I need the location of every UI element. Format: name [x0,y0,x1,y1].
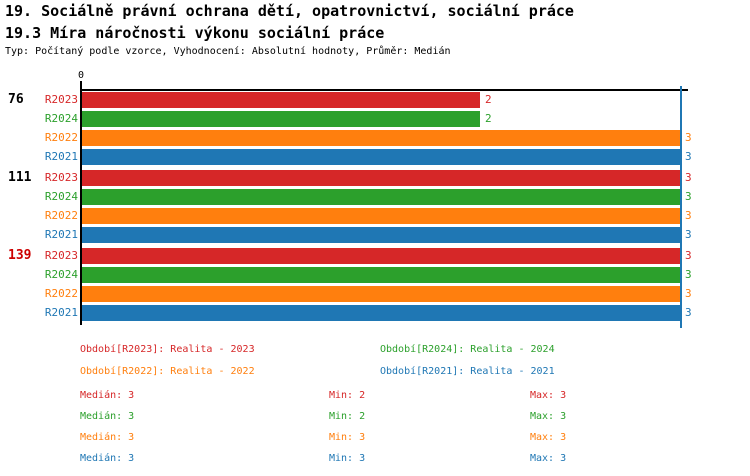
stat-max-R2023: Max: 3 [530,390,567,401]
bar-76-R2021 [82,149,680,165]
bar-139-R2021 [82,305,680,321]
bar-111-R2021 [82,227,680,243]
stat-min-R2023: Min: 2 [329,390,366,401]
series-label-76-R2024: R2024 [44,112,78,125]
legend-item-R2021: Období[R2021]: Realita - 2021 [380,366,555,377]
group-label-139: 139 [8,248,32,263]
max-value-marker-line [680,86,682,328]
series-label-139-R2022: R2022 [44,287,78,300]
bar-111-R2022 [82,208,680,224]
stat-min-R2021: Min: 3 [329,453,366,464]
series-label-111-R2021: R2021 [44,228,78,241]
group-label-111: 111 [8,170,32,185]
legend-item-R2024: Období[R2024]: Realita - 2024 [380,344,555,355]
stat-median-R2022: Medián: 3 [80,432,135,443]
bar-value-label-76-R2021: 3 [685,150,692,163]
bar-111-R2024 [82,189,680,205]
stat-min-R2022: Min: 3 [329,432,366,443]
stat-median-R2021: Medián: 3 [80,453,135,464]
bar-139-R2024 [82,267,680,283]
stat-min-R2024: Min: 2 [329,411,366,422]
bar-111-R2023 [82,170,680,186]
page-title: 19. Sociálně právní ochrana dětí, opatro… [5,2,574,20]
bar-value-label-111-R2022: 3 [685,209,692,222]
y-axis-line [80,89,82,325]
series-label-76-R2022: R2022 [44,131,78,144]
bar-76-R2022 [82,130,680,146]
legend-item-R2022: Období[R2022]: Realita - 2022 [80,366,255,377]
series-label-76-R2023: R2023 [44,93,78,106]
stat-max-R2021: Max: 3 [530,453,567,464]
bar-139-R2023 [82,248,680,264]
chart-meta-info: Typ: Počítaný podle vzorce, Vyhodnocení:… [5,46,451,57]
series-label-111-R2023: R2023 [44,171,78,184]
bar-value-label-139-R2024: 3 [685,268,692,281]
bar-139-R2022 [82,286,680,302]
stat-median-R2023: Medián: 3 [80,390,135,401]
series-label-111-R2024: R2024 [44,190,78,203]
series-label-111-R2022: R2022 [44,209,78,222]
bar-value-label-76-R2023: 2 [485,93,492,106]
bar-value-label-111-R2021: 3 [685,228,692,241]
chart-subtitle: 19.3 Míra náročnosti výkonu sociální prá… [5,24,385,42]
bar-value-label-111-R2023: 3 [685,171,692,184]
x-axis-line [80,89,688,91]
series-label-139-R2023: R2023 [44,249,78,262]
bar-value-label-76-R2022: 3 [685,131,692,144]
bar-76-R2024 [82,111,480,127]
legend-item-R2023: Období[R2023]: Realita - 2023 [80,344,255,355]
bar-value-label-139-R2021: 3 [685,306,692,319]
group-label-76: 76 [8,92,24,107]
bar-value-label-76-R2024: 2 [485,112,492,125]
stat-median-R2024: Medián: 3 [80,411,135,422]
x-axis-origin-label: 0 [77,70,85,81]
series-label-76-R2021: R2021 [44,150,78,163]
bar-76-R2023 [82,92,480,108]
series-label-139-R2024: R2024 [44,268,78,281]
bar-value-label-111-R2024: 3 [685,190,692,203]
x-axis-origin-tick [80,81,82,89]
stat-max-R2024: Max: 3 [530,411,567,422]
stat-max-R2022: Max: 3 [530,432,567,443]
bar-value-label-139-R2023: 3 [685,249,692,262]
bar-value-label-139-R2022: 3 [685,287,692,300]
series-label-139-R2021: R2021 [44,306,78,319]
